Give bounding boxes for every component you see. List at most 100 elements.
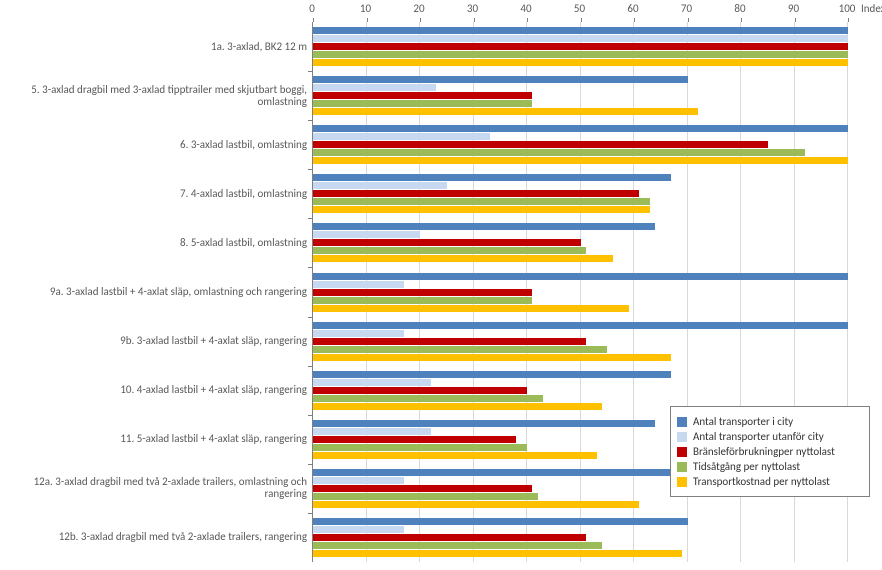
bar <box>313 469 688 476</box>
legend-item: Tidsåtgång per nyttolast <box>677 460 861 473</box>
bar <box>313 501 639 508</box>
bar <box>313 125 848 132</box>
bar <box>313 281 404 288</box>
bar <box>313 371 671 378</box>
bar <box>313 493 538 500</box>
legend-label: Antal transporter utanför city <box>693 430 824 443</box>
bar <box>313 206 650 213</box>
category-label: 6. 3-axlad lastbil, omlastning <box>13 139 313 151</box>
bar <box>313 387 527 394</box>
bar <box>313 108 698 115</box>
category-group: 8. 5-axlad lastbil, omlastning <box>313 223 847 262</box>
bar <box>313 338 586 345</box>
x-tick-label: 50 <box>574 2 585 15</box>
bar <box>313 182 447 189</box>
bar <box>313 174 671 181</box>
x-axis-label: Index <box>861 2 882 15</box>
bar <box>313 149 805 156</box>
legend-swatch <box>677 417 687 427</box>
bar <box>313 297 532 304</box>
bar <box>313 477 404 484</box>
bar <box>313 239 581 246</box>
category-label: 12a. 3-axlad dragbil med två 2-axlade tr… <box>13 476 313 500</box>
bar <box>313 59 848 66</box>
bar <box>313 354 671 361</box>
x-tick-label: 40 <box>520 2 531 15</box>
category-group: 5. 3-axlad dragbil med 3-axlad tipptrail… <box>313 76 847 115</box>
legend-label: Antal transporter i city <box>693 415 793 428</box>
category-label: 7. 4-axlad lastbil, omlastning <box>13 188 313 200</box>
category-label: 12b. 3-axlad dragbil med två 2-axlade tr… <box>13 531 313 543</box>
bar <box>313 330 404 337</box>
x-tick-label: 30 <box>467 2 478 15</box>
category-label: 8. 5-axlad lastbil, omlastning <box>13 237 313 249</box>
x-tick-label: 80 <box>734 2 745 15</box>
bar <box>313 395 543 402</box>
x-tick-label: 20 <box>413 2 424 15</box>
category-group: 10. 4-axlad lastbil + 4-axlat släp, rang… <box>313 371 847 410</box>
category-group: 9b. 3-axlad lastbil + 4-axlat släp, rang… <box>313 322 847 361</box>
legend-swatch <box>677 462 687 472</box>
x-tick-label: 100 <box>839 2 856 15</box>
category-group: 1a. 3-axlad, BK2 12 m <box>313 27 847 66</box>
legend: Antal transporter i city Antal transporte… <box>670 406 870 497</box>
bar <box>313 534 586 541</box>
bar <box>313 51 848 58</box>
bar <box>313 379 431 386</box>
bar <box>313 403 602 410</box>
legend-label: Tidsåtgång per nyttolast <box>693 460 800 473</box>
bar <box>313 231 420 238</box>
bar <box>313 157 848 164</box>
bar <box>313 76 688 83</box>
bar <box>313 92 532 99</box>
x-tick-label: 0 <box>309 2 315 15</box>
legend-swatch <box>677 447 687 457</box>
bar <box>313 84 436 91</box>
bar <box>313 223 655 230</box>
bar <box>313 346 607 353</box>
category-group: 9a. 3-axlad lastbil + 4-axlat släp, omla… <box>313 273 847 312</box>
x-tick-label: 70 <box>681 2 692 15</box>
bar <box>313 452 597 459</box>
bar <box>313 35 848 42</box>
legend-item: Bränsleförbrukningper nyttolast <box>677 445 861 458</box>
bar <box>313 526 404 533</box>
bar <box>313 550 682 557</box>
bar <box>313 190 639 197</box>
legend-label: Transportkostnad per nyttolast <box>693 475 830 488</box>
category-group: 7. 4-axlad lastbil, omlastning <box>313 174 847 213</box>
bar <box>313 436 516 443</box>
bar <box>313 255 613 262</box>
category-label: 5. 3-axlad dragbil med 3-axlad tipptrail… <box>13 84 313 108</box>
chart-container: 0102030405060708090100Index 1a. 3-axlad,… <box>0 0 882 570</box>
x-tick-label: 90 <box>788 2 799 15</box>
bar <box>313 43 848 50</box>
bar <box>313 444 527 451</box>
bar <box>313 485 532 492</box>
bar <box>313 289 532 296</box>
bar <box>313 420 655 427</box>
bar <box>313 305 629 312</box>
bar <box>313 542 602 549</box>
legend-label: Bränsleförbrukningper nyttolast <box>693 445 835 458</box>
x-tick-label: 10 <box>360 2 371 15</box>
bar <box>313 322 848 329</box>
x-axis: 0102030405060708090100Index <box>312 2 847 20</box>
bar <box>313 273 848 280</box>
bar <box>313 428 431 435</box>
legend-swatch <box>677 432 687 442</box>
bar <box>313 27 848 34</box>
legend-item: Antal transporter utanför city <box>677 430 861 443</box>
bar <box>313 141 768 148</box>
bar <box>313 518 688 525</box>
legend-swatch <box>677 477 687 487</box>
category-label: 10. 4-axlad lastbil + 4-axlat släp, rang… <box>13 384 313 396</box>
category-label: 11. 5-axlad lastbil + 4-axlat släp, rang… <box>13 433 313 445</box>
legend-item: Transportkostnad per nyttolast <box>677 475 861 488</box>
category-group: 12b. 3-axlad dragbil med två 2-axlade tr… <box>313 518 847 557</box>
category-group: 6. 3-axlad lastbil, omlastning <box>313 125 847 164</box>
category-label: 1a. 3-axlad, BK2 12 m <box>13 40 313 52</box>
legend-item: Antal transporter i city <box>677 415 861 428</box>
bar <box>313 198 650 205</box>
bar <box>313 100 532 107</box>
